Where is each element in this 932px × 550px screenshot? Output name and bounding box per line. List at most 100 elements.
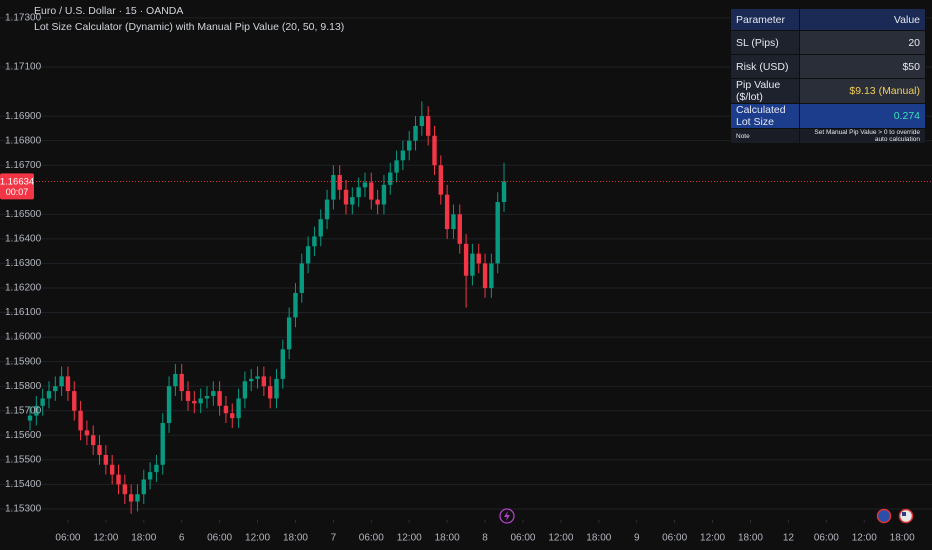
candle-body [489,263,494,288]
x-tick-label: 9 [634,533,640,544]
candle-body [65,376,71,392]
candle-body [27,415,33,421]
event-flag-eu[interactable] [876,508,892,524]
y-tick-label: 1.17100 [5,62,42,73]
value-cell: 0.274 [799,103,926,129]
event-flag-us-canton [902,512,906,516]
indicator-title: Lot Size Calculator (Dynamic) with Manua… [34,21,345,33]
grid [0,17,932,523]
candle-body [286,317,292,350]
x-tick-label: 12:00 [548,533,573,544]
candle-body [185,391,191,401]
candle-body [432,135,437,166]
y-tick-label: 1.16400 [5,234,42,245]
x-tick-label: 6 [179,533,185,544]
candle-body [463,243,469,276]
param-cell: SL (Pips) [730,30,800,55]
candle-body [318,219,323,237]
x-tick-label: 18:00 [435,533,460,544]
x-tick-label: 8 [482,533,488,544]
candle-body [451,214,456,230]
candle-body [388,172,393,185]
candle-body [350,197,355,205]
candle-body [78,410,83,431]
candle-body [375,199,380,205]
param-cell: Note [730,128,800,144]
countdown-label: 00:07 [6,187,29,197]
value-cell: 20 [799,30,926,55]
x-tick-label: 06:00 [510,533,535,544]
candle-body [495,202,500,264]
candle-body [160,423,165,465]
candle-body [261,376,267,387]
y-tick-label: 1.15900 [5,356,42,367]
candle-body [217,391,222,406]
y-tick-label: 1.15500 [5,454,42,465]
param-cell: Risk (USD) [730,54,800,79]
candle-body [122,484,128,495]
candle-body [425,116,431,136]
y-tick-label: 1.16300 [5,258,42,269]
table-row: SL (Pips) 20 [730,30,926,55]
candle-body [482,263,488,288]
candle-body [116,474,121,485]
x-tick-label: 18:00 [131,533,156,544]
event-icon[interactable] [499,508,515,524]
candle-body [84,430,90,436]
y-tick-label: 1.15300 [5,504,42,515]
candle-body [242,381,248,399]
candle-body [141,479,146,495]
candle-body [198,398,203,404]
candle-body [223,405,229,414]
candle-body [407,140,412,151]
candle-body [444,194,450,230]
candle-body [236,398,241,419]
x-tick-label: 06:00 [814,533,839,544]
candle-body [267,386,273,399]
candle-body [128,494,134,502]
table-row: Pip Value ($/lot) $9.13 (Manual) [730,78,926,104]
value-cell: $50 [799,54,926,79]
y-tick-label: 1.15700 [5,405,42,416]
y-tick-label: 1.16500 [5,209,42,220]
y-tick-label: 1.17300 [5,13,42,24]
x-tick-label: 12:00 [245,533,270,544]
x-tick-label: 12:00 [852,533,877,544]
candle-body [501,181,507,203]
param-cell: Pip Value ($/lot) [730,78,800,104]
candle-body [173,373,178,387]
candle-body [192,400,197,404]
candle-body [230,413,235,419]
candle-body [400,150,406,161]
candle-body [457,214,462,244]
symbol-title: Euro / U.S. Dollar · 15 · OANDA [34,5,184,17]
candle-body [72,391,77,411]
y-tick-label: 1.16000 [5,332,42,343]
x-tick-label: 06:00 [55,533,80,544]
x-tick-label: 7 [331,533,337,544]
y-tick-label: 1.16800 [5,135,42,146]
candle-body [154,464,159,473]
value-cell: Set Manual Pip Value > 0 to override aut… [799,128,926,144]
table-row: Calculated Lot Size 0.274 [730,103,926,129]
x-tick-label: 12:00 [700,533,725,544]
candle-body [305,246,311,264]
candle-body [91,435,96,446]
candle-body [34,405,39,416]
value-cell: $9.13 (Manual) [799,78,926,104]
candle-body [476,253,481,264]
y-tick-label: 1.15400 [5,479,42,490]
x-tick-label: 18:00 [283,533,308,544]
candle-body [46,391,52,399]
candle-body [204,396,210,399]
x-tick-label: 06:00 [662,533,687,544]
y-tick-label: 1.16900 [5,111,42,122]
candle-body [343,189,349,205]
candle-body [109,464,115,475]
candle-body [438,165,444,195]
candle-body [249,378,254,382]
y-tick-label: 1.15600 [5,430,42,441]
x-tick-label: 12 [783,533,795,544]
